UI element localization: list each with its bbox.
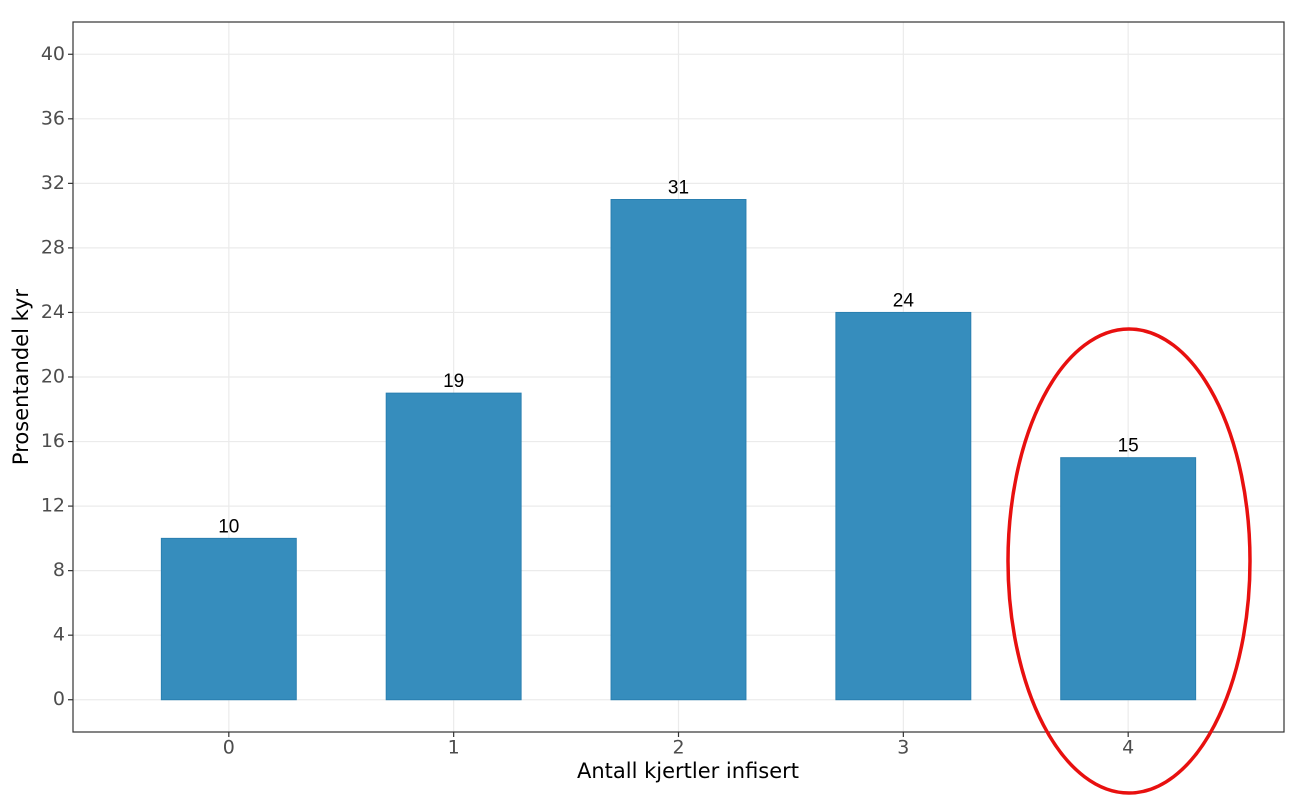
y-tick-label: 24 bbox=[41, 301, 65, 323]
y-tick-label: 20 bbox=[41, 366, 65, 388]
bar bbox=[835, 311, 972, 701]
y-tick-label: 36 bbox=[41, 107, 65, 129]
x-axis-title: Antall kjertler infisert bbox=[577, 759, 799, 783]
x-tick-label: 4 bbox=[1122, 737, 1134, 759]
y-tick-label: 8 bbox=[53, 559, 65, 581]
y-tick-label: 12 bbox=[41, 495, 65, 517]
marks: 10 19 31 24 15 bbox=[160, 178, 1197, 701]
x-tick-label: 3 bbox=[897, 737, 909, 759]
bar bbox=[1060, 457, 1197, 701]
x-tick-label: 1 bbox=[448, 737, 460, 759]
value-label: 10 bbox=[218, 516, 239, 537]
highlight-ellipse bbox=[1006, 327, 1252, 795]
value-label: 15 bbox=[1118, 436, 1139, 457]
y-tick-label: 40 bbox=[41, 43, 65, 65]
y-tick-label: 0 bbox=[53, 688, 65, 710]
bar bbox=[385, 392, 522, 701]
bar bbox=[160, 537, 297, 701]
y-tick-label: 4 bbox=[53, 624, 65, 646]
y-axis-title: Prosentandel kyr bbox=[9, 289, 33, 465]
bar bbox=[610, 199, 747, 701]
value-label: 31 bbox=[668, 178, 689, 199]
y-tick-label: 28 bbox=[41, 236, 65, 258]
x-tick-label: 0 bbox=[223, 737, 235, 759]
x-tick-label: 2 bbox=[672, 737, 684, 759]
y-tick-label: 16 bbox=[41, 430, 65, 452]
value-label: 19 bbox=[443, 371, 464, 392]
y-tick-label: 32 bbox=[41, 172, 65, 194]
value-label: 24 bbox=[893, 290, 915, 311]
